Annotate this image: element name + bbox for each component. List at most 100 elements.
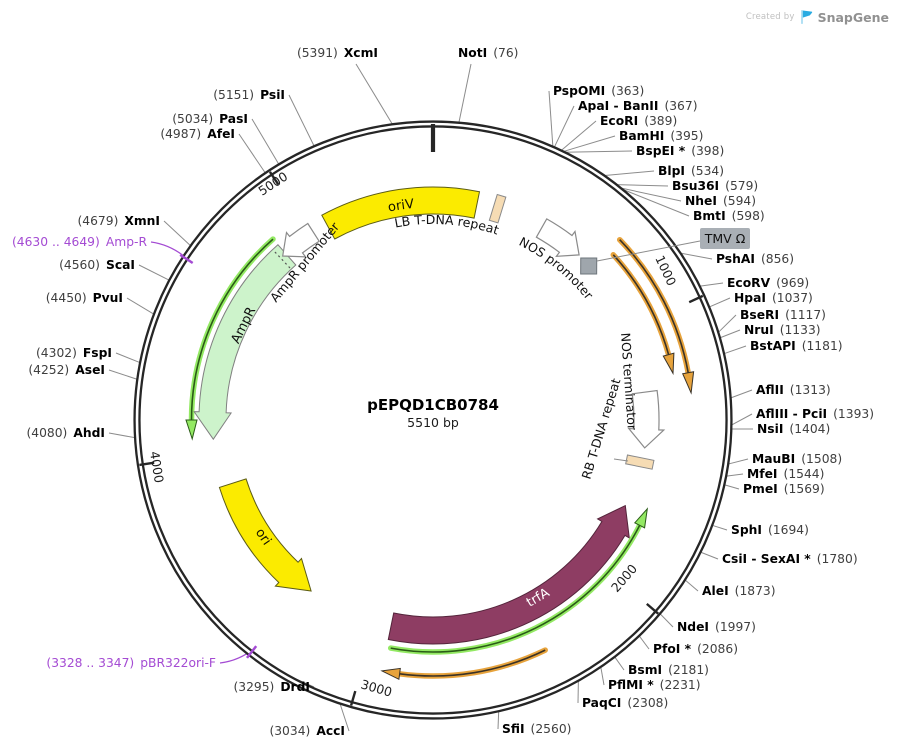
primer-label-Amp-R[interactable]: (4630 .. 4649) Amp-R [12, 235, 147, 249]
feature-orange-arc-2[interactable] [612, 254, 670, 355]
enzyme-label-PspOMI[interactable]: PspOMI (363) [553, 84, 644, 98]
enzyme-label-MauBI[interactable]: MauBI (1508) [752, 452, 842, 466]
feature-rb-tdna-repeat[interactable] [625, 454, 655, 470]
enzyme-leader-CsiISexAI [700, 551, 719, 560]
feature-AmpR-boundary [273, 250, 291, 269]
enzyme-label-PsiI[interactable]: (5151) PsiI [213, 88, 285, 102]
enzyme-leader-AccI [339, 702, 350, 732]
enzyme-label-AflIIIPciI[interactable]: AflIII - PciI (1393) [756, 407, 874, 421]
enzyme-label-NsiI[interactable]: NsiI (1404) [757, 422, 830, 436]
enzyme-label-CsiISexAI[interactable]: CsiI - SexAI * (1780) [722, 552, 858, 566]
scale-label-4000: 4000 [147, 450, 167, 484]
enzyme-label-BspEI[interactable]: BspEI * (398) [636, 144, 724, 158]
enzyme-label-MfeI[interactable]: MfeI (1544) [747, 467, 824, 481]
enzyme-leader-ScaI [138, 264, 170, 281]
enzyme-leader-XcmI [355, 63, 394, 125]
feature-ori[interactable] [218, 478, 312, 592]
feature-leader-rb-tdna-repeat [613, 458, 629, 462]
enzyme-leader-SphI [711, 524, 728, 531]
enzyme-leader-NdeI [659, 613, 674, 628]
enzyme-leader-AleI [684, 579, 699, 592]
enzyme-label-AseI[interactable]: (4252) AseI [28, 363, 105, 377]
feature-nos-promoter[interactable] [535, 218, 580, 257]
enzyme-label-BamHI[interactable]: BamHI (395) [619, 129, 703, 143]
enzyme-label-NotI[interactable]: NotI (76) [458, 46, 518, 60]
feature-AmpR[interactable] [193, 243, 297, 441]
enzyme-label-FspI[interactable]: (4302) FspI [36, 346, 112, 360]
feature-labelbox-tmv-omega[interactable] [700, 228, 750, 249]
feature-oriV[interactable] [321, 186, 481, 240]
enzyme-label-BstAPI[interactable]: BstAPI (1181) [750, 339, 843, 353]
enzyme-leader-NheI [619, 187, 682, 202]
feature-tmv-omega[interactable] [580, 257, 598, 275]
enzyme-leader-PspOMI [548, 90, 554, 148]
enzyme-label-BmtI[interactable]: BmtI (598) [693, 209, 765, 223]
enzyme-label-BsmI[interactable]: BsmI (2181) [628, 663, 709, 677]
feature-orange-arc-1[interactable] [619, 239, 689, 373]
enzyme-leader-EcoRI [560, 120, 597, 152]
primer-tick-pBR322ori-F [246, 645, 258, 659]
enzyme-leader-ApaIBanII [553, 105, 575, 148]
feature-nos-terminator[interactable] [627, 389, 666, 449]
enzyme-label-XmnI[interactable]: (4679) XmnI [77, 214, 160, 228]
enzyme-label-DrdI[interactable]: (3295) DrdI [233, 680, 310, 694]
enzyme-leader-BsmI [613, 656, 625, 671]
feature-green-arc-ampr[interactable] [190, 238, 274, 421]
enzyme-leader-AfeI [238, 133, 267, 174]
enzyme-leader-BlpI [603, 170, 655, 177]
enzyme-label-SfiI[interactable]: SfiI (2560) [502, 722, 571, 736]
enzyme-leader-AhdI [108, 432, 136, 439]
enzyme-leader-PmeI [723, 484, 740, 490]
enzyme-label-ApaIBanII[interactable]: ApaI - BanII (367) [578, 99, 698, 113]
enzyme-label-NruI[interactable]: NruI (1133) [744, 323, 821, 337]
feature-trfA[interactable] [387, 504, 630, 645]
scale-tick-5000 [268, 171, 280, 185]
enzyme-label-EcoRI[interactable]: EcoRI (389) [600, 114, 677, 128]
enzyme-label-PflMI[interactable]: PflMI * (2231) [608, 678, 701, 692]
enzyme-label-PshAI[interactable]: PshAI (856) [716, 252, 794, 266]
scale-tick-2000 [646, 602, 659, 615]
enzyme-label-NdeI[interactable]: NdeI (1997) [677, 620, 756, 634]
enzyme-label-BlpI[interactable]: BlpI (534) [658, 164, 724, 178]
feature-label-lb-tdna-repeat: LB T-DNA repeat [393, 212, 501, 238]
enzyme-leader-BstAPI [723, 345, 747, 355]
enzyme-leader-NotI [458, 63, 472, 124]
enzyme-label-BseRI[interactable]: BseRI (1117) [740, 308, 826, 322]
enzyme-label-PvuI[interactable]: (4450) PvuI [46, 291, 123, 305]
enzyme-label-ScaI[interactable]: (4560) ScaI [59, 258, 135, 272]
enzyme-leader-PflMI [600, 666, 605, 686]
enzyme-label-PmeI[interactable]: PmeI (1569) [743, 482, 825, 496]
scale-tick-3000 [349, 690, 357, 706]
enzyme-label-HpaI[interactable]: HpaI (1037) [734, 291, 813, 305]
enzyme-label-AleI[interactable]: AleI (1873) [702, 584, 776, 598]
enzyme-leader-PsiI [288, 94, 315, 147]
enzyme-leader-NruI [719, 329, 741, 339]
enzyme-leader-MauBI [727, 458, 749, 465]
enzyme-label-AccI[interactable]: (3034) AccI [269, 724, 345, 738]
enzyme-label-NheI[interactable]: NheI (594) [685, 194, 756, 208]
scale-tick-4000 [139, 461, 155, 467]
feature-orange-arc-3[interactable] [399, 649, 546, 677]
feature-green-arc-trfa[interactable] [390, 524, 641, 653]
enzyme-label-SphI[interactable]: SphI (1694) [731, 523, 809, 537]
enzyme-leader-SfiI [497, 710, 500, 730]
enzyme-leader-BseRI [717, 314, 737, 334]
enzyme-leader-BamHI [562, 135, 616, 153]
enzyme-label-AhdI[interactable]: (4080) AhdI [26, 426, 105, 440]
feature-lb-tdna-repeat[interactable] [488, 193, 507, 224]
features-layer [185, 186, 695, 681]
enzyme-label-XcmI[interactable]: (5391) XcmI [297, 46, 378, 60]
enzyme-label-PaqCI[interactable]: PaqCI (2308) [582, 696, 668, 710]
backbone-layer [133, 120, 733, 720]
enzyme-label-PasI[interactable]: (5034) PasI [172, 112, 248, 126]
enzyme-label-EcoRV[interactable]: EcoRV (969) [727, 276, 809, 290]
enzyme-leader-MfeI [725, 473, 744, 477]
enzyme-label-Bsu36I[interactable]: Bsu36I (579) [672, 179, 758, 193]
enzyme-label-AfeI[interactable]: (4987) AfeI [160, 127, 235, 141]
primer-label-pBR322ori-F[interactable]: (3328 .. 3347) pBR322ori-F [46, 656, 216, 670]
feature-ampr-promoter[interactable] [281, 222, 320, 258]
enzyme-label-AflII[interactable]: AflII (1313) [756, 383, 831, 397]
enzyme-label-PfoI[interactable]: PfoI * (2086) [653, 642, 738, 656]
scale-label-3000: 3000 [359, 676, 394, 699]
